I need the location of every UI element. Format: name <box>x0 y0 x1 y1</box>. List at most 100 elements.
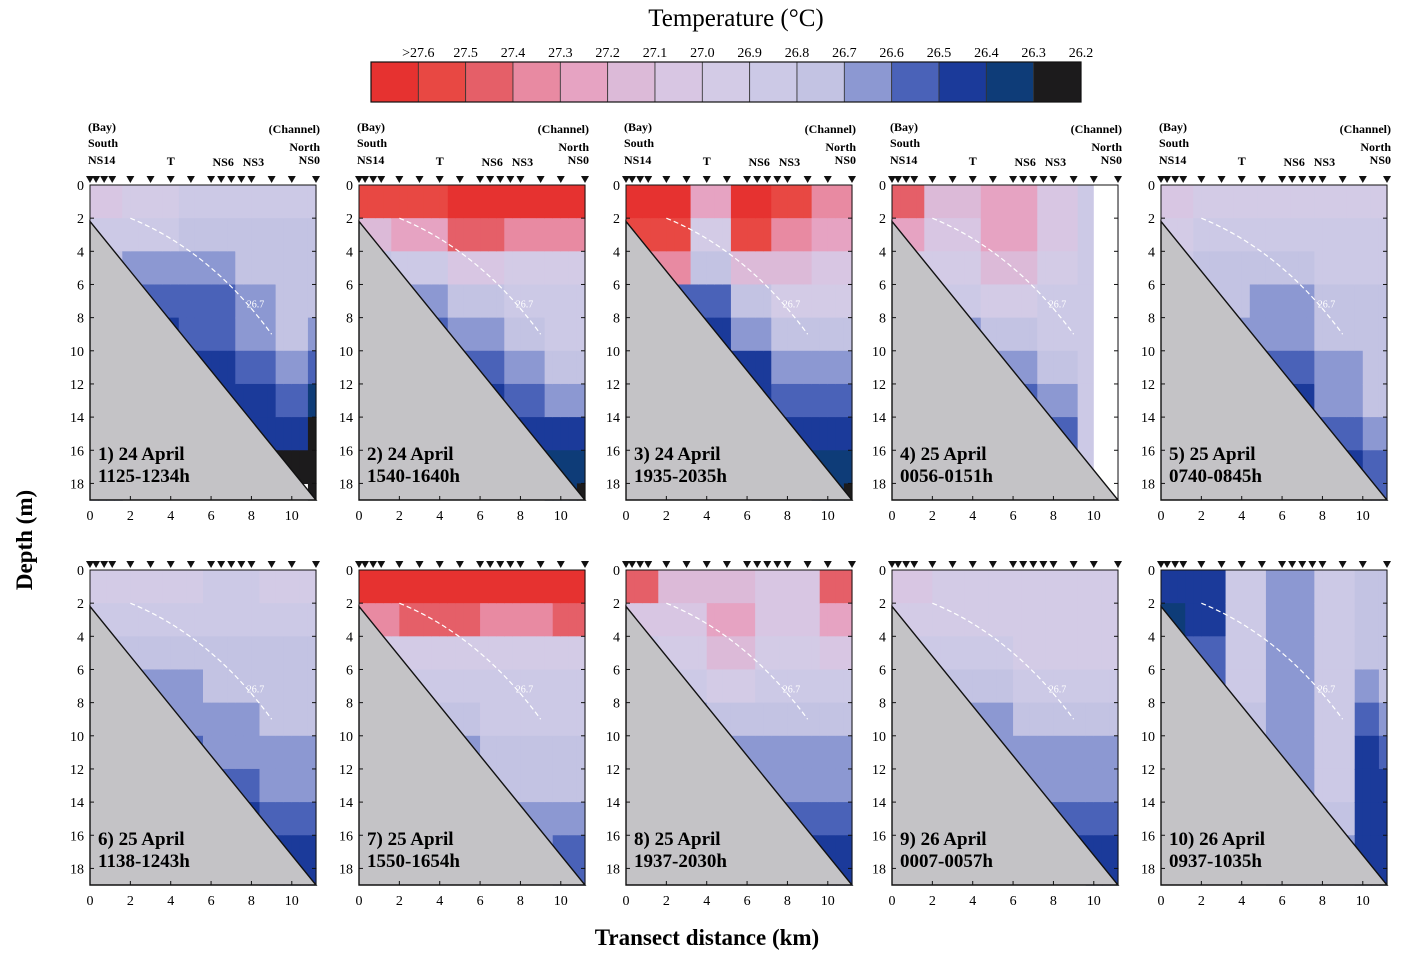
temperature-cell <box>763 570 772 604</box>
temperature-cell <box>1265 284 1275 319</box>
station-marker <box>217 176 226 183</box>
temperature-cell <box>359 185 368 219</box>
temperature-cell <box>415 636 425 671</box>
temperature-cell <box>1370 735 1380 770</box>
temperature-cell <box>170 636 180 671</box>
temperature-cell <box>682 185 692 219</box>
station-marker <box>1278 176 1287 183</box>
temperature-cell <box>267 284 277 319</box>
station-marker <box>988 176 997 183</box>
temperature-cell <box>1093 669 1103 704</box>
temperature-cell <box>480 317 489 352</box>
temperature-cell <box>819 185 829 219</box>
y-tick-label: 2 <box>346 597 353 612</box>
temperature-cell <box>98 603 107 637</box>
temperature-cell <box>1362 835 1372 870</box>
temperature-cell <box>835 383 845 418</box>
temperature-cell <box>763 702 772 737</box>
y-tick-label: 6 <box>613 663 620 678</box>
temperature-cell <box>940 570 950 604</box>
temperature-cell <box>755 570 764 604</box>
temperature-cell <box>203 603 212 637</box>
y-tick-label: 12 <box>339 378 353 393</box>
temperature-cell <box>843 450 853 485</box>
temperature-cell <box>227 218 236 252</box>
station-label-t: T <box>1238 154 1246 168</box>
temperature-cell <box>186 636 196 671</box>
temperature-cell <box>1298 570 1307 604</box>
temperature-cell <box>299 350 309 385</box>
temperature-cell <box>1101 636 1111 671</box>
temperature-cell <box>528 802 538 836</box>
temperature-cell <box>1378 835 1388 870</box>
temperature-cell <box>227 669 236 704</box>
temperature-cell <box>1257 702 1267 737</box>
temperature-cell <box>1085 603 1095 637</box>
temperature-cell <box>706 603 716 637</box>
temperature-cell <box>1330 185 1340 219</box>
temperature-cell <box>948 570 958 604</box>
temperature-cell <box>243 185 253 219</box>
temperature-cell <box>1069 735 1079 770</box>
temperature-cell <box>1249 185 1259 219</box>
temperature-cell <box>1378 868 1388 886</box>
temperature-cell <box>283 735 293 770</box>
temperature-cell <box>219 218 228 252</box>
station-marker <box>803 176 812 183</box>
temperature-cell <box>698 284 708 319</box>
station-label-channel: (Channel) <box>1071 122 1122 136</box>
temperature-cell <box>1290 350 1299 385</box>
temperature-cell <box>235 251 244 286</box>
temperature-cell <box>739 218 748 252</box>
temperature-cell <box>520 636 530 671</box>
station-marker <box>361 561 370 568</box>
temperature-cell <box>560 702 570 737</box>
temperature-cell <box>375 570 384 604</box>
temperature-cell <box>714 251 724 286</box>
isotherm-26-7 <box>666 217 809 335</box>
y-tick-label: 2 <box>879 212 886 227</box>
temperature-cell <box>763 603 772 637</box>
temperature-cell <box>1045 284 1055 319</box>
temperature-cell <box>730 317 740 352</box>
temperature-cell <box>259 383 269 418</box>
temperature-cell <box>423 570 433 604</box>
x-tick-label: 10 <box>821 509 835 524</box>
station-label-south: South <box>88 136 118 150</box>
temperature-cell <box>568 350 578 385</box>
temperature-cell <box>447 570 457 604</box>
temperature-cell <box>771 284 780 319</box>
temperature-cell <box>1193 218 1202 252</box>
station-marker <box>702 176 711 183</box>
temperature-cell <box>795 702 805 737</box>
station-marker <box>988 561 997 568</box>
y-tick-label: 14 <box>339 411 353 426</box>
temperature-cell <box>528 383 538 418</box>
temperature-cell <box>1338 802 1348 836</box>
station-marker <box>108 176 117 183</box>
temperature-cell <box>980 636 990 671</box>
no-data-area <box>1093 185 1118 500</box>
temperature-cell <box>528 251 538 286</box>
legend-label: 26.2 <box>1069 46 1094 61</box>
temperature-cell <box>544 350 554 385</box>
x-tick-label: 6 <box>477 894 484 909</box>
station-marker <box>1019 561 1028 568</box>
temperature-cell <box>291 185 301 219</box>
temperature-cell <box>1201 218 1211 252</box>
temperature-cell <box>520 218 530 252</box>
temperature-cell <box>739 669 748 704</box>
temperature-cell <box>283 417 293 451</box>
temperature-cell <box>811 570 821 604</box>
temperature-cell <box>1241 218 1251 252</box>
temperature-cell <box>1354 603 1364 637</box>
legend-swatch <box>938 61 987 103</box>
temperature-cell <box>779 669 789 704</box>
temperature-cell <box>1093 603 1103 637</box>
temperature-cell <box>1193 570 1202 604</box>
temperature-cell <box>299 383 309 418</box>
temperature-cell <box>1282 735 1291 770</box>
temperature-cell <box>1045 383 1055 418</box>
station-marker <box>902 561 911 568</box>
station-label-ns14: NS14 <box>357 153 384 167</box>
